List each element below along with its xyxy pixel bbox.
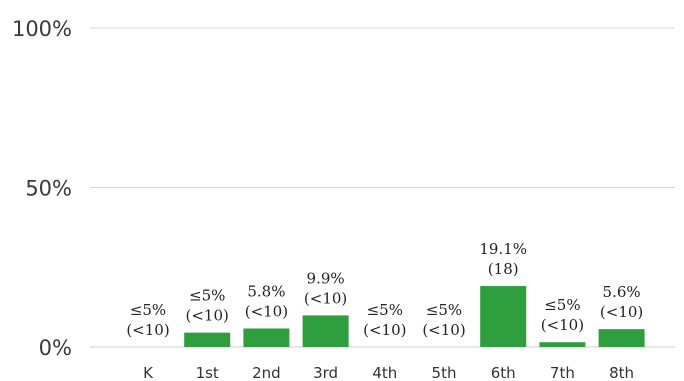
x-tick-label: 2nd	[252, 364, 281, 381]
y-tick-label: 50%	[25, 177, 72, 201]
bar	[243, 328, 290, 347]
data-label: ≤5%	[130, 301, 166, 319]
x-tick-label: 7th	[550, 364, 575, 381]
data-label: (<10)	[541, 316, 584, 334]
y-tick-label: 100%	[12, 17, 72, 41]
data-label: (<10)	[600, 303, 643, 321]
x-tick-label: 1st	[196, 364, 219, 381]
bar	[302, 315, 349, 347]
data-label: 5.8%	[247, 282, 285, 300]
x-tick-label: 4th	[372, 364, 397, 381]
x-tick-label: K	[143, 364, 154, 381]
data-label: 5.6%	[603, 283, 641, 301]
data-label: ≤5%	[544, 296, 580, 314]
x-tick-label: 6th	[491, 364, 516, 381]
x-tick-label: 8th	[609, 364, 634, 381]
data-label: (<10)	[304, 289, 347, 307]
bar	[598, 329, 645, 347]
y-tick-label: 0%	[39, 336, 72, 360]
data-label: (<10)	[422, 321, 465, 339]
data-label: (18)	[488, 260, 519, 278]
data-label: (<10)	[363, 321, 406, 339]
x-tick-label: 5th	[432, 364, 457, 381]
bars	[184, 286, 645, 347]
bar	[480, 286, 527, 347]
gridlines	[90, 27, 675, 348]
bar	[539, 342, 586, 347]
data-label: ≤5%	[426, 301, 462, 319]
data-label: (<10)	[126, 321, 169, 339]
data-labels: ≤5% (<10) ≤5% (<10) 5.8% (<10) 9.9% (<10) ≤5% (<1…	[126, 240, 643, 339]
x-axis-ticks: K 1st 2nd 3rd 4th 5th 6th 7th 8th	[143, 364, 634, 381]
data-label: ≤5%	[367, 301, 403, 319]
data-label: (<10)	[245, 302, 288, 320]
bar	[184, 332, 231, 347]
data-label: 19.1%	[479, 240, 527, 258]
x-tick-label: 3rd	[313, 364, 338, 381]
data-label: ≤5%	[189, 287, 225, 305]
data-label: 9.9%	[307, 269, 345, 287]
data-label: (<10)	[186, 307, 229, 325]
y-axis-ticks: 0% 50% 100%	[12, 17, 72, 360]
